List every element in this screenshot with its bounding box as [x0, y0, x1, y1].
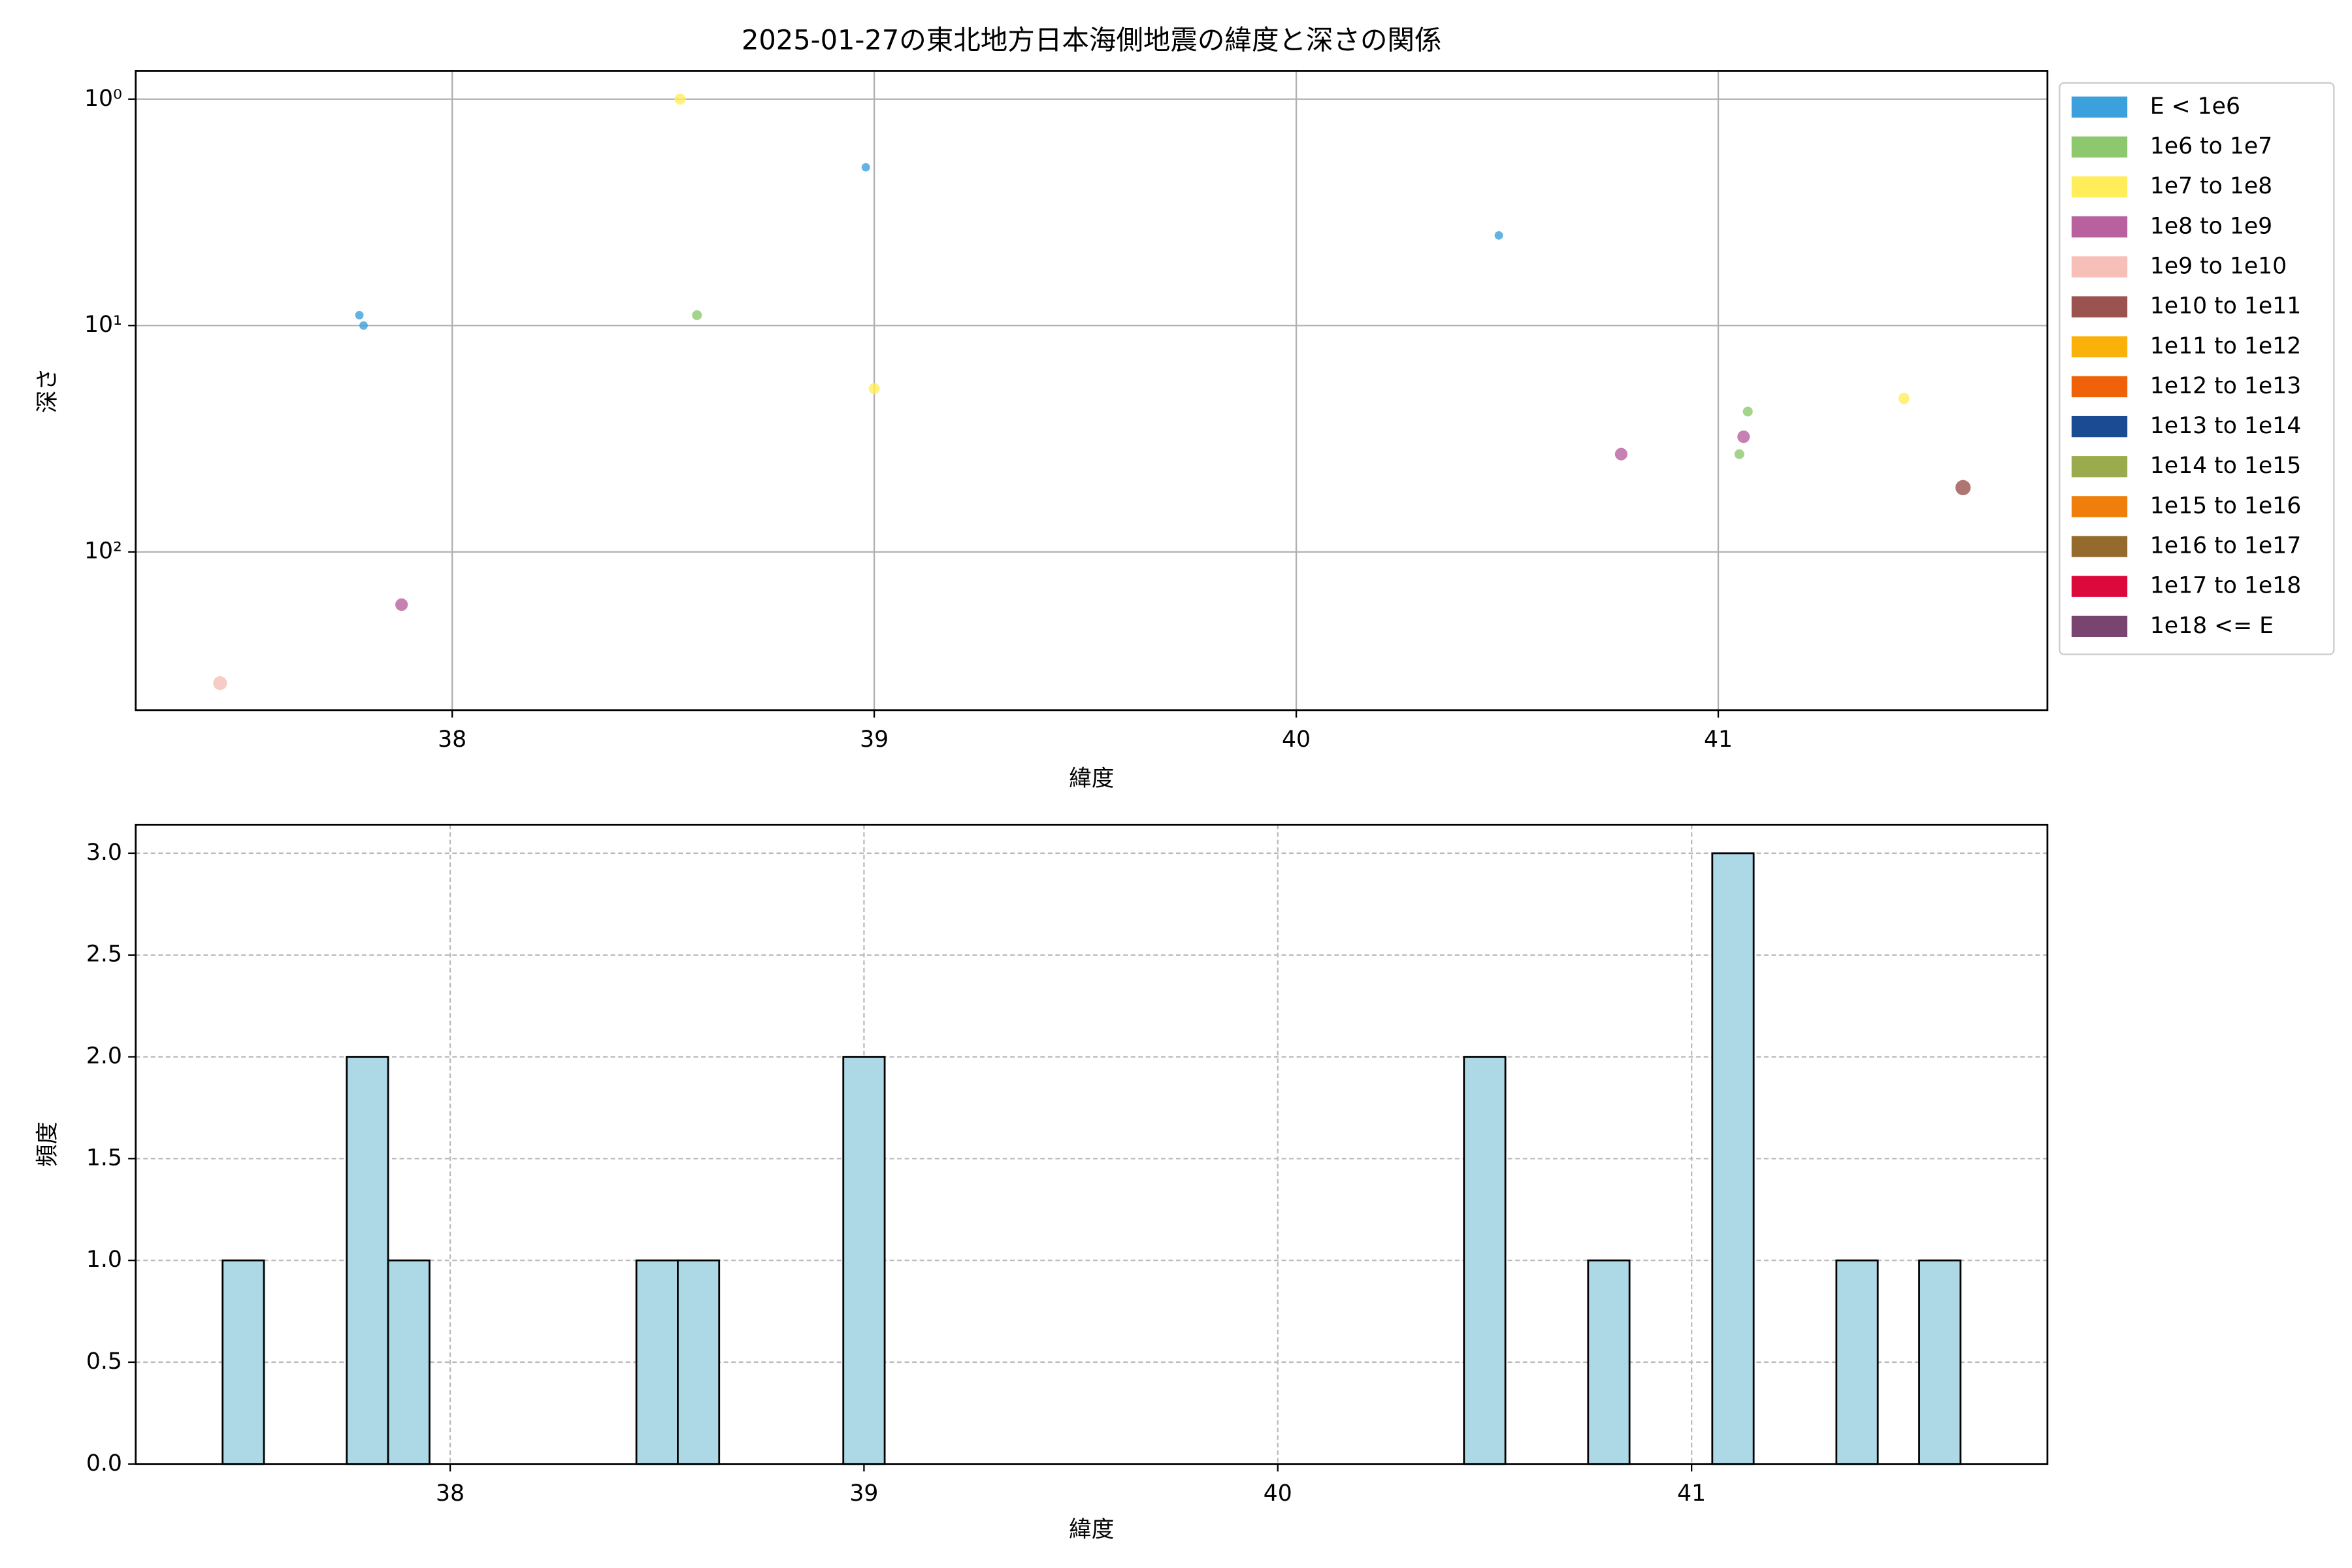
legend-swatch — [2071, 336, 2128, 357]
legend-swatch — [2071, 416, 2128, 438]
histogram-bar — [221, 1259, 265, 1465]
scatter-point — [1955, 480, 1971, 495]
y-tick-label: 1.0 — [86, 1247, 122, 1273]
histogram-bar — [346, 1056, 389, 1465]
legend-label: 1e10 to 1e11 — [2150, 293, 2301, 319]
scatter-point — [674, 93, 686, 105]
histogram-bar — [842, 1056, 886, 1465]
legend-label: 1e17 to 1e18 — [2150, 573, 2301, 599]
histogram-bar — [1918, 1259, 1962, 1465]
histogram-bar — [635, 1259, 679, 1465]
legend-swatch — [2071, 536, 2128, 557]
x-tick-label: 38 — [438, 727, 466, 753]
y-tick-label: 0.5 — [86, 1348, 122, 1375]
scatter-point — [395, 598, 408, 612]
legend-swatch — [2071, 96, 2128, 118]
legend-swatch — [2071, 176, 2128, 198]
legend-label: 1e14 to 1e15 — [2150, 453, 2301, 479]
histogram-bar — [1463, 1056, 1507, 1465]
plot-frame — [135, 70, 2049, 711]
legend-swatch — [2071, 256, 2128, 278]
legend-swatch — [2071, 136, 2128, 158]
legend-label: 1e16 to 1e17 — [2150, 533, 2301, 559]
legend-label: 1e9 to 1e10 — [2150, 253, 2287, 279]
legend-label: 1e8 to 1e9 — [2150, 213, 2272, 239]
legend-swatch — [2071, 615, 2128, 637]
scatter-point — [359, 321, 368, 330]
x-tick-label: 38 — [436, 1480, 465, 1507]
legend-label: 1e15 to 1e16 — [2150, 493, 2301, 519]
x-axis-label: 緯度 — [1069, 1516, 1114, 1543]
scatter-point — [692, 310, 702, 320]
x-tick-label: 40 — [1264, 1480, 1292, 1507]
y-tick-label: 2.5 — [86, 941, 122, 968]
legend-label: 1e11 to 1e12 — [2150, 333, 2301, 359]
scatter-point — [868, 383, 880, 395]
y-tick-label: 10⁰ — [84, 86, 122, 112]
x-tick-label: 39 — [860, 727, 889, 753]
histogram-bar — [1835, 1259, 1879, 1465]
legend-swatch — [2071, 496, 2128, 517]
legend-swatch — [2071, 216, 2128, 238]
x-tick-label: 39 — [849, 1480, 878, 1507]
histogram-bar — [387, 1259, 431, 1465]
x-tick-label: 40 — [1282, 727, 1311, 753]
plot-frame — [135, 823, 2049, 1465]
chart-title: 2025-01-27の東北地方日本海側地震の緯度と深さの関係 — [742, 24, 1442, 56]
scatter-point — [861, 163, 870, 172]
y-tick-label: 2.0 — [86, 1043, 122, 1070]
legend-label: 1e7 to 1e8 — [2150, 173, 2272, 199]
y-tick-label: 3.0 — [86, 840, 122, 866]
legend-label: 1e18 <= E — [2150, 613, 2274, 639]
legend-swatch — [2071, 296, 2128, 318]
x-axis-label: 緯度 — [1069, 766, 1114, 792]
y-axis-label: 深さ — [35, 368, 61, 413]
scatter-point — [213, 676, 227, 691]
scatter-point — [1742, 406, 1753, 417]
scatter-point — [1734, 449, 1744, 459]
legend-box — [2059, 82, 2335, 655]
histogram-bar — [677, 1259, 721, 1465]
y-tick-label: 0.0 — [86, 1450, 122, 1477]
y-tick-label: 1.5 — [86, 1145, 122, 1171]
scatter-point — [1898, 393, 1910, 404]
scatter-point — [355, 310, 364, 319]
legend-swatch — [2071, 576, 2128, 597]
scatter-point — [1494, 231, 1503, 240]
scatter-point — [1614, 448, 1628, 461]
legend-swatch — [2071, 376, 2128, 398]
legend-label: 1e12 to 1e13 — [2150, 373, 2301, 399]
histogram-bar — [1587, 1259, 1631, 1465]
y-tick-label: 10² — [84, 538, 122, 564]
scatter-point — [1737, 430, 1750, 444]
x-tick-label: 41 — [1704, 727, 1733, 753]
legend-swatch — [2071, 456, 2128, 478]
y-axis-label: 頻度 — [35, 1122, 61, 1167]
legend-label: 1e6 to 1e7 — [2150, 133, 2272, 159]
y-tick-label: 10¹ — [84, 312, 122, 338]
histogram-bar — [1711, 852, 1755, 1465]
legend-label: 1e13 to 1e14 — [2150, 413, 2301, 439]
legend-label: E < 1e6 — [2150, 93, 2240, 120]
x-tick-label: 41 — [1677, 1480, 1706, 1507]
